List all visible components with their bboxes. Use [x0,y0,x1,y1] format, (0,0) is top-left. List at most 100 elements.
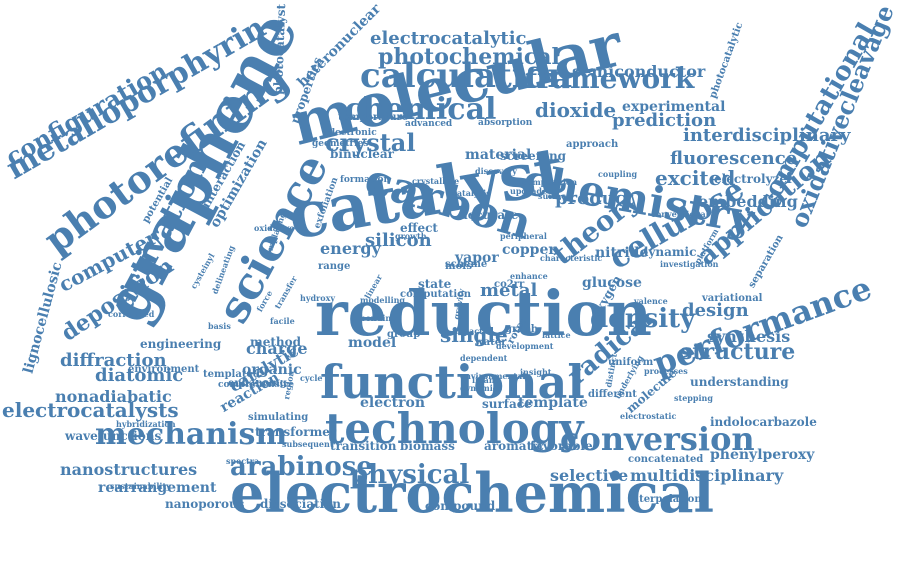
cloud-word: approach [566,139,619,150]
cloud-word: chemical [345,92,497,127]
cloud-word: crystalline [412,176,460,186]
cloud-word: hydroxy [300,293,336,303]
cloud-word: excited [655,166,736,190]
cloud-word: synthesis [707,327,791,346]
cloud-word: temperature [338,112,409,123]
cloud-word: transformer [255,425,337,439]
cloud-word: absorption [478,118,533,128]
cloud-word: growth [395,231,427,241]
cloud-word: effect [400,221,438,235]
cloud-word: facile [270,316,295,326]
cloud-word: bonding [360,313,397,323]
cloud-word: electrolyzer [714,172,794,186]
cloud-word: cycle [300,373,323,383]
cloud-word: concatenated [628,454,704,465]
cloud-word: composition [522,177,578,187]
cloud-word: diatomic [95,365,184,386]
cloud-word: stepping [674,393,713,403]
cloud-word: wavefunctions [65,429,162,443]
cloud-word: valence [634,296,668,306]
cloud-word: density [590,304,696,334]
cloud-word: copper [502,242,556,258]
cloud-word: rearrangement [98,480,217,496]
cloud-word: development [496,341,554,351]
cloud-word: dissociation [260,497,341,511]
cloud-word: electronic [326,128,377,138]
cloud-word: energy [320,239,381,258]
cloud-word: enhance [510,271,548,281]
cloud-word: fluorescence [670,148,798,169]
cloud-word: discovery [475,166,517,176]
cloud-word: organic [242,362,302,378]
cloud-word: graph [505,324,539,335]
cloud-word: mechanism [95,417,288,452]
cloud-word: water [475,337,507,348]
cloud-word: semiconductor [572,62,706,81]
cloud-word: electrocatalysts [2,398,179,422]
cloud-word: uniform [608,357,654,368]
cloud-word: investigation [660,259,719,269]
cloud-word: crystal [325,128,416,157]
cloud-word: phenylperoxy [710,447,815,463]
cloud-word: vapor [455,250,499,266]
cloud-word: electrochemical [230,461,715,525]
cloud-word: technology [325,404,584,453]
cloud-word: hybridization [116,419,176,429]
cloud-word: dynamic [640,245,697,259]
cloud-word: diffraction [60,350,167,371]
cloud-word: interpolation [628,494,702,505]
cloud-word: electrocatalytic [370,28,527,49]
cloud-word: dioxide [535,98,617,122]
cloud-word: dynamics [460,383,503,393]
cloud-word: comprehensive [218,380,295,390]
cloud-word: coupling [598,169,638,179]
cloud-word: embedding [698,192,798,211]
cloud-word: nanoporous [165,497,245,511]
cloud-word: scheme [445,259,488,270]
cloud-word: aromatic [484,439,544,453]
cloud-word: charge [246,339,308,358]
cloud-word: selective [550,466,629,485]
cloud-word: co2rr [494,279,525,290]
cloud-word: metal [480,280,538,301]
cloud-word: catalysis [452,188,491,198]
cloud-word: experimental [622,99,726,115]
cloud-word: oxidative [254,223,295,233]
cloud-word: calculation [360,56,573,96]
cloud-word: design [682,300,749,321]
cloud-word: accurate [460,208,519,222]
cloud-word: favorable [530,439,593,453]
cloud-word: surface [538,191,572,201]
cloud-word: subsequent [282,439,334,449]
cloud-word: compound [425,499,496,513]
cloud-word: functional [320,355,585,409]
cloud-word: sustainability [110,481,171,491]
cloud-word: processes [644,366,688,376]
cloud-word: peripheral [500,231,547,241]
cloud-word: insight [520,367,552,377]
cloud-word: upgrade [510,186,548,196]
cloud-word: impact [452,326,483,336]
cloud-word: model [348,335,397,351]
cloud-word: silicon [365,230,432,251]
cloud-word: photochemical [378,44,560,70]
cloud-word: variational [702,293,763,304]
cloud-word: reduction [315,277,652,350]
cloud-word: physical [350,460,470,490]
cloud-word: nanostructures [60,460,198,479]
cloud-word: photocatalytic [707,21,746,101]
cloud-word: enhancing [228,378,287,389]
cloud-word: dependent [460,353,508,363]
cloud-word: template [518,395,588,411]
cloud-word: advanced [405,119,453,129]
cloud-word: prediction [612,110,717,131]
cloud-word: lattice [542,330,571,340]
cloud-word: glucose [582,275,642,291]
cloud-word: biomass [400,439,455,453]
cloud-word: basis [208,321,231,331]
cloud-word: state [418,277,452,291]
cloud-word: different [588,389,637,400]
cloud-word: formation [340,175,391,185]
cloud-word: electrostatic [620,411,677,421]
cloud-word: indolocarbazole [710,415,817,429]
